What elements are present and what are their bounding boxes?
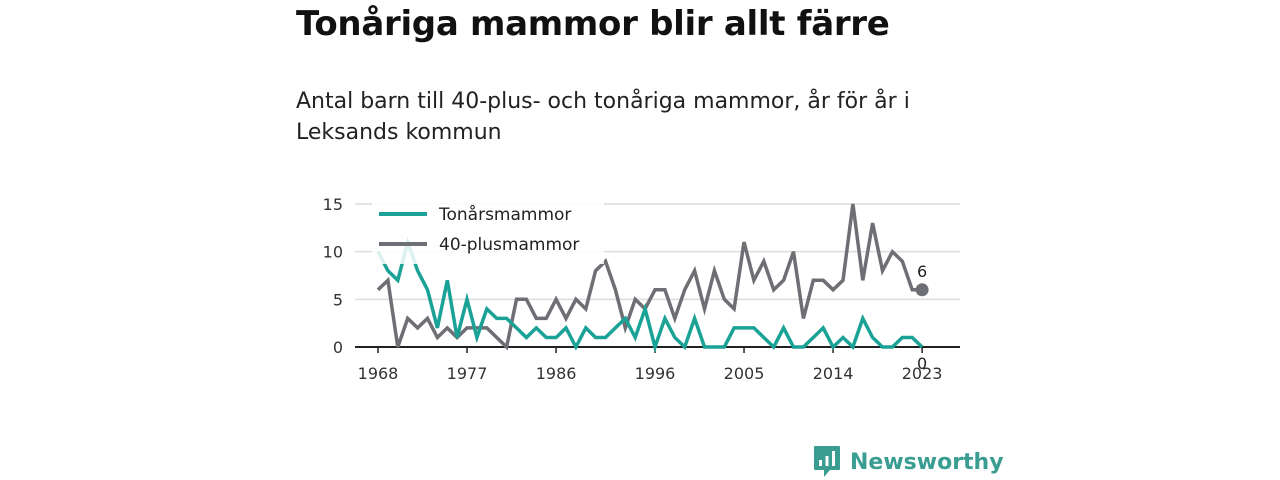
chart-subtitle: Antal barn till 40-plus- och tonåriga ma… (296, 89, 910, 145)
newsworthy-logo-icon (814, 446, 840, 477)
x-tick-label: 1968 (358, 364, 399, 383)
y-tick-label: 15 (323, 195, 343, 214)
brand-name: Newsworthy (850, 449, 1004, 475)
end-label-tonarsmammor: 0 (917, 354, 927, 373)
legend-label: 40-plusmammor (439, 235, 579, 255)
x-tick-label: 2005 (724, 364, 765, 383)
chart-title: Tonåriga mammor blir allt färre (296, 4, 890, 44)
x-tick-label: 1977 (447, 364, 488, 383)
end-point-40-plusmammor (915, 283, 929, 297)
series-line-40-plusmammor (376, 203, 923, 351)
x-tick-label: 2023 (902, 364, 943, 383)
legend-background (372, 198, 604, 264)
legend-label: Tonårsmammor (438, 204, 571, 225)
y-tick-label: 0 (333, 338, 343, 357)
x-tick-label: 2014 (813, 364, 854, 383)
y-tick-label: 5 (333, 290, 343, 309)
y-tick-label: 10 (323, 243, 343, 262)
x-tick-label: 1996 (635, 364, 676, 383)
end-label-40-plusmammor: 6 (917, 262, 927, 281)
x-tick-label: 1986 (536, 364, 577, 383)
brand-logo[interactable]: Newsworthy (813, 444, 1004, 480)
series-line-tonarsmammor (376, 236, 924, 354)
